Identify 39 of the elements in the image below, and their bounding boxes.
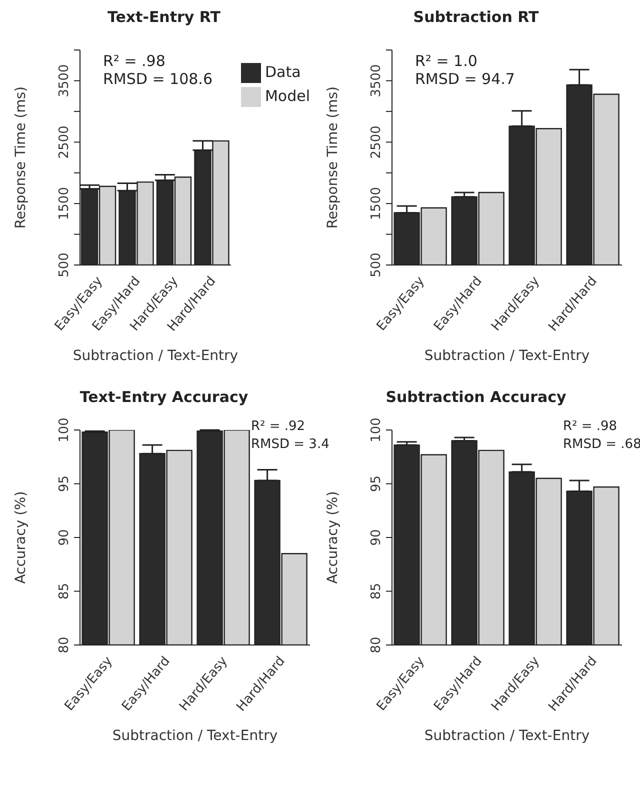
annotation: RMSD = 94.7 [415, 70, 515, 88]
y-tick-label: 1500 [57, 187, 72, 220]
y-tick-label: 95 [57, 475, 72, 492]
y-tick-label: 95 [369, 475, 384, 492]
x-axis-title: Subtraction / Text-Entry [424, 728, 590, 744]
legend-label: Model [264, 87, 310, 105]
y-tick-label: 90 [57, 529, 72, 546]
y-tick-label: 2500 [57, 126, 72, 159]
y-tick-label: 100 [369, 418, 384, 442]
legend-label: Data [264, 63, 301, 81]
y-tick-label: 80 [369, 636, 384, 654]
y-tick-label: 100 [57, 418, 72, 442]
x-axis-title: Subtraction / Text-Entry [112, 728, 278, 744]
chart-title: Text-Entry Accuracy [78, 388, 250, 408]
chart-title: Subtraction RT [412, 8, 540, 28]
y-tick-label: 2500 [369, 126, 384, 159]
y-tick-label: 1500 [369, 187, 384, 220]
annotation: R² = .92 [251, 418, 306, 436]
annotation: R² = 1.0 [415, 52, 478, 70]
y-tick-label: 90 [369, 529, 384, 546]
annotation: RMSD = 3.4 [251, 436, 330, 454]
y-tick-label: 85 [369, 582, 384, 600]
y-axis-title: Accuracy (%) [12, 491, 29, 584]
y-tick-label: 500 [57, 252, 72, 278]
x-axis-title: Subtraction / Text-Entry [424, 348, 590, 364]
chart-title: Text-Entry RT [106, 8, 222, 28]
y-tick-label: 500 [369, 252, 384, 278]
annotation: R² = .98 [103, 52, 166, 70]
annotation: R² = .98 [563, 418, 618, 436]
y-axis-title: Response Time (ms) [12, 86, 29, 229]
y-axis-title: Accuracy (%) [324, 491, 341, 584]
y-tick-label: 3500 [57, 64, 72, 98]
y-tick-label: 85 [57, 582, 72, 600]
x-axis-title: Subtraction / Text-Entry [72, 348, 238, 364]
y-tick-label: 3500 [369, 64, 384, 98]
chart-title: Subtraction Accuracy [384, 388, 568, 408]
annotation: RMSD = 108.6 [103, 70, 212, 88]
y-axis-title: Response Time (ms) [324, 86, 341, 229]
y-tick-label: 80 [57, 636, 72, 654]
